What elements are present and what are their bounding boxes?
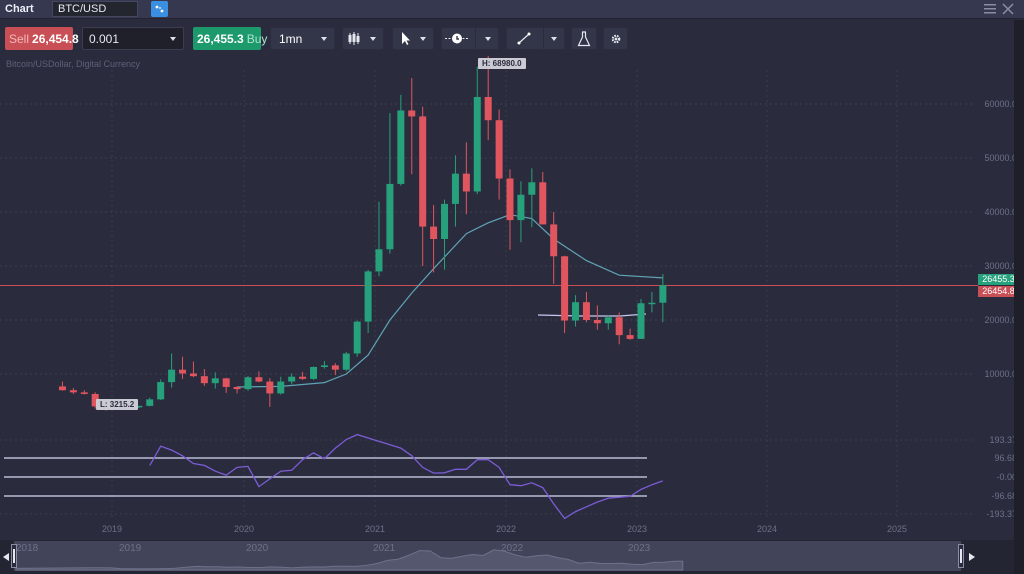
chevron-down-icon [170, 37, 176, 41]
oscillator-axis-label: -0.00 [996, 472, 1017, 482]
trendline-tool-button[interactable] [506, 27, 565, 50]
bid-price-tag: 26454.8 [978, 286, 1019, 297]
scroll-right-icon[interactable] [969, 553, 975, 561]
oscillator-axis-label: 193.37 [989, 435, 1017, 445]
scroll-left-icon[interactable] [3, 553, 9, 561]
quantity-value: 0.001 [89, 31, 120, 46]
sell-price: 26,454.8 [32, 31, 79, 46]
time-axis-label: 2023 [626, 524, 648, 534]
cursor-icon [402, 32, 410, 45]
buy-price: 26,455.3 [197, 31, 244, 46]
trendline-icon [517, 32, 531, 45]
buy-label: Buy [246, 31, 268, 46]
menu-icon[interactable] [984, 4, 996, 14]
timeframe-select[interactable]: 1mn [270, 27, 335, 50]
price-axis-label: 20000.0 [984, 315, 1017, 325]
navigator-left-handle[interactable] [11, 544, 17, 568]
price-axis-label: 10000.0 [984, 369, 1017, 379]
sell-button[interactable]: Sell 26,454.8 [5, 27, 79, 50]
settings-button[interactable] [603, 27, 628, 50]
navigator-label: 2023 [628, 543, 651, 554]
candlestick-type-icon [348, 32, 360, 45]
oscillator-axis-label: -96.68 [991, 491, 1017, 501]
navigator-label: 2019 [119, 543, 142, 554]
app-title: Chart [5, 3, 34, 15]
quantity-select[interactable]: 0.001 [82, 27, 184, 50]
navigator-right-handle[interactable] [958, 544, 964, 568]
sell-label: Sell [9, 31, 30, 46]
low-label: L: 3215.2 [96, 399, 139, 410]
navigator-label: 2018 [16, 543, 39, 554]
time-axis-label: 2020 [233, 524, 255, 534]
time-tool-button[interactable] [441, 27, 499, 50]
chart-type-button[interactable] [342, 27, 384, 50]
chevron-down-icon [321, 37, 327, 41]
chevron-down-icon [370, 37, 376, 41]
navigator-label: 2021 [373, 543, 396, 554]
window-edge [1014, 20, 1024, 574]
oscillator-axis-label: 96.68 [994, 453, 1017, 463]
navigator-label: 2022 [501, 543, 524, 554]
time-navigator[interactable]: 2018 2019 2020 2021 2022 2023 [0, 540, 1024, 574]
gear-icon [611, 34, 620, 43]
time-axis-label: 2022 [495, 524, 517, 534]
close-icon[interactable] [1002, 3, 1014, 15]
price-axis-label: 50000.0 [984, 153, 1017, 163]
time-axis-label: 2019 [101, 524, 123, 534]
chart-subtitle: Bitcoin/USDollar, Digital Currency [6, 59, 141, 69]
indicators-button[interactable] [571, 27, 597, 50]
oscillator-axis-label: -193.37 [986, 509, 1017, 519]
price-chart[interactable] [0, 56, 1014, 540]
time-clock-icon [445, 33, 469, 44]
navigator-price-sparkline [15, 549, 684, 571]
time-axis-label: 2021 [364, 524, 386, 534]
price-axis-label: 40000.0 [984, 207, 1017, 217]
navigator-range[interactable]: 2018 2019 2020 2021 2022 2023 [14, 541, 961, 571]
compare-icon [155, 5, 164, 13]
timeframe-value: 1mn [279, 31, 303, 46]
buy-button[interactable]: 26,455.3 Buy [193, 27, 267, 50]
time-axis-label: 2024 [756, 524, 778, 534]
price-axis-label: 60000.0 [984, 99, 1017, 109]
chevron-down-icon [485, 37, 491, 41]
price-axis-label: 30000.0 [984, 261, 1017, 271]
compare-button[interactable] [151, 1, 168, 17]
chevron-down-icon [551, 37, 557, 41]
cursor-tool-button[interactable] [392, 27, 434, 50]
navigator-label: 2020 [246, 543, 269, 554]
title-bar: Chart BTC/USD [0, 0, 1024, 19]
flask-indicator-icon [577, 30, 591, 46]
high-label: H: 68980.0 [478, 58, 526, 69]
toolbar: Sell 26,454.8 0.001 26,455.3 Buy 1mn [0, 20, 1024, 56]
chevron-down-icon [420, 37, 426, 41]
symbol-input[interactable]: BTC/USD [52, 1, 138, 17]
time-axis-label: 2025 [886, 524, 908, 534]
ask-price-tag: 26455.3 [978, 274, 1019, 285]
